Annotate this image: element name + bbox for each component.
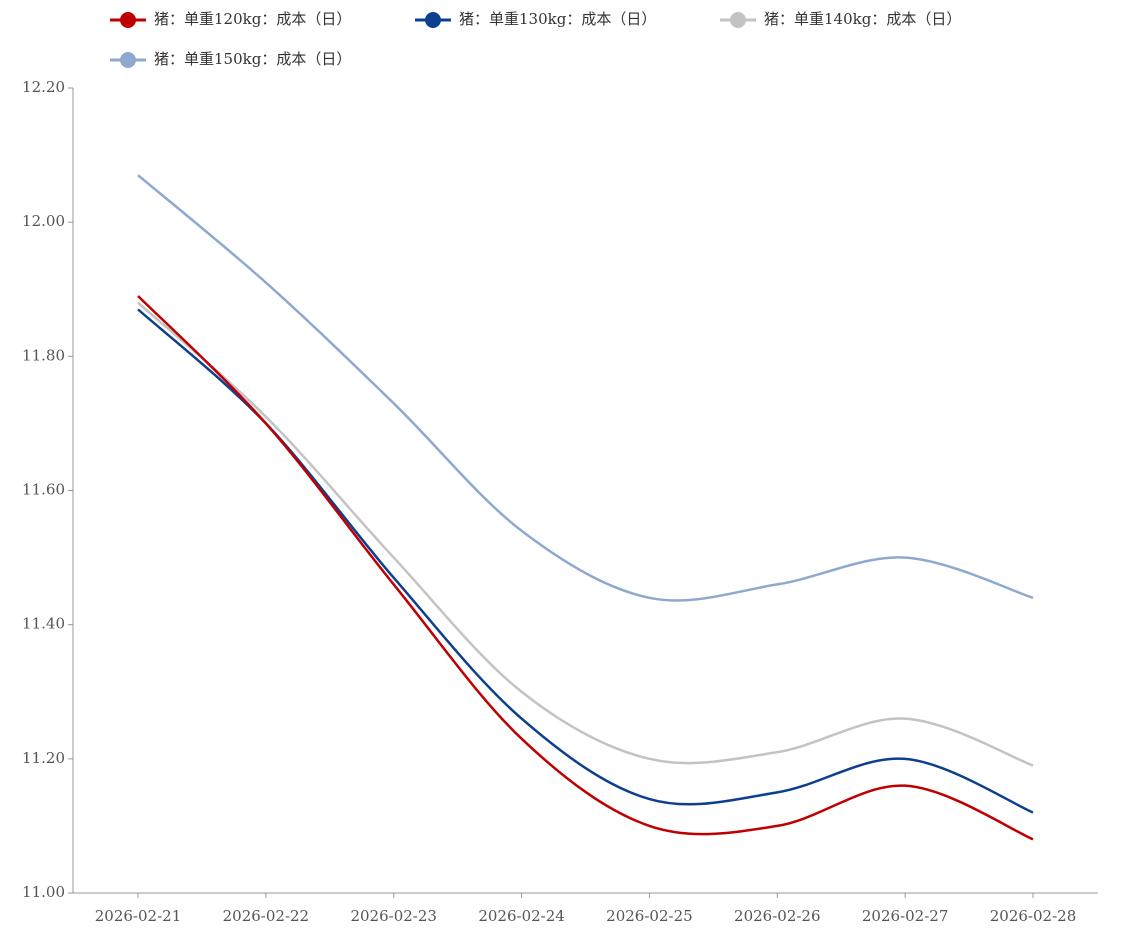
series-line	[137, 301, 1034, 767]
legend-dot	[120, 52, 136, 68]
x-tick-label: 2026-02-27	[862, 907, 948, 925]
y-tick-label: 11.80	[22, 346, 65, 364]
x-tick-label: 2026-02-23	[350, 907, 436, 925]
x-tick-label: 2026-02-28	[990, 907, 1076, 925]
y-tick-label: 11.40	[22, 615, 65, 633]
x-tick-label: 2026-02-26	[734, 907, 820, 925]
legend-dot	[730, 12, 746, 28]
legend-text: 猪：单重120kg：成本（日）	[154, 10, 351, 28]
x-tick-label: 2026-02-24	[478, 907, 564, 925]
y-tick-label: 11.60	[22, 481, 65, 499]
series-line	[137, 295, 1034, 841]
legend-text: 猪：单重130kg：成本（日）	[459, 10, 656, 28]
legend-dot	[120, 12, 136, 28]
y-tick-label: 11.20	[22, 749, 65, 767]
y-tick-label: 12.20	[22, 78, 65, 96]
x-tick-label: 2026-02-25	[606, 907, 692, 925]
legend-text: 猪：单重140kg：成本（日）	[764, 10, 961, 28]
x-tick-label: 2026-02-22	[223, 907, 309, 925]
y-tick-label: 12.00	[22, 212, 65, 230]
series-line	[137, 308, 1034, 814]
y-tick-label: 11.00	[22, 883, 65, 901]
legend-text: 猪：单重150kg：成本（日）	[154, 50, 351, 68]
series-line	[137, 174, 1034, 602]
legend-dot	[425, 12, 441, 28]
x-tick-label: 2026-02-21	[95, 907, 181, 925]
